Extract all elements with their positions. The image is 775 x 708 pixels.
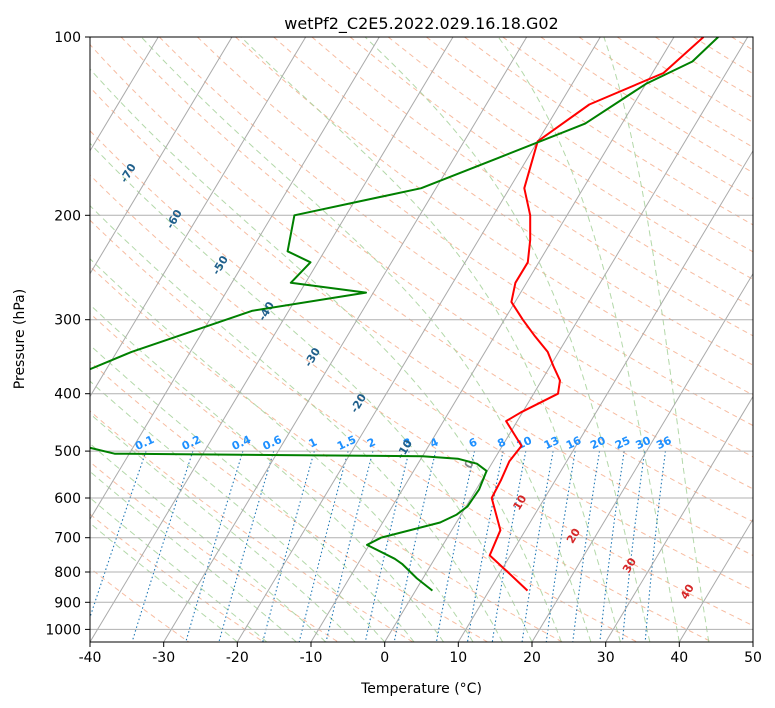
x-tick-label: -20 [226, 650, 249, 666]
mixing-ratio-label: 16 [564, 434, 584, 452]
axes: -40 -30 -20 -10 0 10 20 30 40 50 100 200 300 400 500 60… [45, 30, 762, 666]
isotherm-line [163, 37, 528, 642]
moist-adiabat-line [90, 380, 386, 642]
y-tick-label: 400 [54, 387, 81, 403]
dry-adiabat-line [349, 37, 753, 308]
isotherm-line [605, 395, 753, 642]
x-tick-label: 10 [449, 650, 467, 666]
mixing-ratio-label: 13 [542, 434, 561, 452]
x-tick-label: -10 [300, 650, 323, 666]
isotherm-line [90, 37, 380, 521]
plot-area: 0.10.20.40.611.52346810131620253036-100-… [90, 37, 753, 642]
y-tick-label: 1000 [45, 622, 81, 638]
isotherm-line [236, 37, 601, 642]
isotherm-line [678, 518, 753, 642]
isotherm-line [457, 149, 753, 642]
dry-adiabat-line [90, 174, 753, 627]
moist-adiabat-line [90, 258, 474, 642]
x-tick-label: -30 [152, 650, 175, 666]
mixing-ratio-line [393, 450, 437, 642]
mixing-ratio-line [325, 450, 374, 642]
plot-frame [89, 36, 754, 643]
mixing-ratio-label: 36 [654, 434, 674, 452]
moist-adiabat-line [140, 37, 592, 642]
x-tick-label: 20 [523, 650, 541, 666]
isotherm-line [90, 37, 454, 642]
isotherm-line [90, 37, 307, 398]
y-tick-label: 800 [54, 565, 81, 581]
y-tick-label: 900 [54, 595, 81, 611]
y-tick-label: 200 [54, 208, 81, 224]
dry-adiabat-line [120, 37, 753, 490]
moist-adiabat-line [90, 68, 562, 642]
y-axis-label: Pressure (hPa) [12, 289, 28, 389]
mixing-ratio-line [621, 451, 646, 642]
mixing-ratio-line [262, 450, 315, 642]
mixing-ratio-label: 25 [613, 434, 632, 452]
dry-adiabat-line [90, 360, 488, 642]
mixing-ratio-line [298, 450, 349, 642]
mixing-ratio-line [218, 450, 275, 642]
moist-adiabat-line [240, 37, 621, 642]
mixing-ratio-line [545, 451, 576, 642]
dewpoint-profile-line [90, 37, 719, 592]
mixing-ratio-line [435, 450, 476, 642]
moist-adiabats [90, 37, 710, 642]
dry-adiabat-line [90, 312, 563, 642]
y-tick-label: 100 [54, 30, 81, 46]
moist-adiabat-line [603, 37, 710, 642]
x-axis-label: Temperature (°C) [360, 681, 482, 697]
moist-adiabat-line [90, 304, 445, 642]
y-tick-label: 300 [54, 313, 81, 329]
moist-adiabat-line [90, 470, 297, 642]
dry-adiabats [90, 37, 753, 642]
mixing-ratio-label: 20 [588, 434, 608, 452]
temperature-profile-line [488, 37, 705, 592]
moist-adiabat-line [90, 413, 356, 642]
x-tick-label: -40 [79, 650, 102, 666]
mixing-ratio-line [644, 451, 666, 642]
x-tick-label: 0 [380, 650, 389, 666]
mixing-ratio-line [364, 450, 410, 642]
y-tick-label: 700 [54, 531, 81, 547]
dry-adiabat-line [90, 567, 190, 642]
x-tick-label: 40 [670, 650, 688, 666]
dry-adiabat-line [90, 461, 339, 642]
mixing-ratio-line [185, 450, 244, 642]
x-tick-label: 30 [597, 650, 615, 666]
y-tick-label: 600 [54, 491, 81, 507]
moist-adiabat-line [90, 142, 533, 642]
isotherm-line [90, 37, 159, 152]
y-tick-label: 500 [54, 444, 81, 460]
isotherm-line [384, 37, 749, 642]
moist-adiabat-line [364, 37, 651, 642]
pressure-gridlines [90, 37, 753, 630]
x-tick-label: 50 [744, 650, 762, 666]
isotherm-line [310, 37, 675, 642]
dry-adiabat-line [90, 43, 753, 523]
isotherm-line [90, 37, 233, 275]
dry-adiabat-line [90, 219, 712, 642]
isotherms [90, 37, 753, 642]
moist-adiabat-line [497, 37, 680, 642]
mixing-ratio-label: 30 [634, 434, 654, 452]
dry-adiabat-line [90, 265, 638, 642]
moist-adiabat-line [90, 204, 503, 642]
sounding-series [90, 37, 719, 592]
moist-adiabat-line [90, 442, 327, 642]
chart-title: wetPf2_C2E5.2022.029.16.18.G02 [284, 14, 558, 34]
mixing-ratio-line [572, 451, 601, 642]
isotherm-line [531, 272, 753, 642]
mixing-ratio-line [599, 451, 625, 642]
mixing-ratio-line [491, 450, 527, 642]
